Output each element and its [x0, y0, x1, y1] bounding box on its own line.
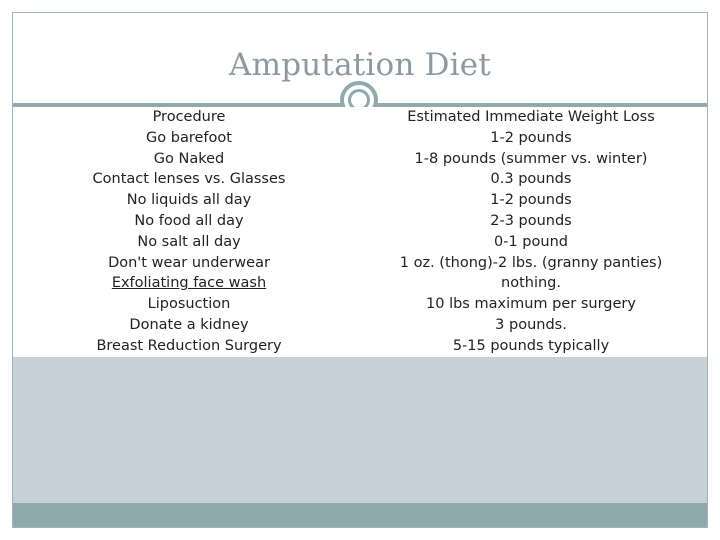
weight-loss-column: Estimated Immediate Weight Loss 1-2 poun…: [381, 107, 681, 357]
weight-loss-item: 1-8 pounds (summer vs. winter): [414, 150, 648, 167]
procedure-item: No liquids all day: [126, 192, 252, 209]
footer-bar: [13, 503, 707, 527]
weight-loss-item: 1 oz. (thong)-2 lbs. (granny panties): [399, 254, 663, 271]
weight-loss-item: 10 lbs maximum per surgery: [426, 296, 636, 313]
slide-title: Amputation Diet: [229, 47, 491, 83]
weight-loss-item: 5-15 pounds typically: [452, 337, 610, 354]
procedure-item: No food all day: [134, 212, 244, 229]
procedure-item: Contact lenses vs. Glasses: [92, 171, 286, 188]
weight-loss-item: 3 pounds.: [495, 316, 567, 333]
procedure-column: Procedure Go barefoot Go Naked Contact l…: [63, 107, 315, 357]
weight-loss-item: 0.3 pounds: [490, 171, 572, 188]
procedure-item: Go barefoot: [146, 129, 232, 146]
weight-loss-item: 1-2 pounds: [490, 129, 572, 146]
procedure-item-underlined: Exfoliating face wash: [111, 275, 267, 292]
procedure-header: Procedure: [152, 109, 226, 125]
weight-loss-item: nothing.: [501, 275, 561, 292]
procedure-item: Don't wear underwear: [108, 254, 270, 271]
weight-loss-item: 1-2 pounds: [490, 192, 572, 209]
weight-loss-item: 2-3 pounds: [490, 212, 572, 229]
table-background: [13, 107, 707, 357]
weight-loss-header: Estimated Immediate Weight Loss: [407, 109, 655, 125]
procedure-item: Go Naked: [153, 150, 225, 167]
procedure-item: No salt all day: [137, 233, 241, 250]
procedure-item: Liposuction: [147, 296, 231, 313]
procedure-item: Donate a kidney: [129, 316, 249, 333]
weight-loss-item: 0-1 pound: [494, 233, 568, 250]
slide: Amputation Diet Procedure Go barefoot Go…: [12, 12, 708, 528]
procedure-item: Breast Reduction Surgery: [96, 337, 282, 354]
